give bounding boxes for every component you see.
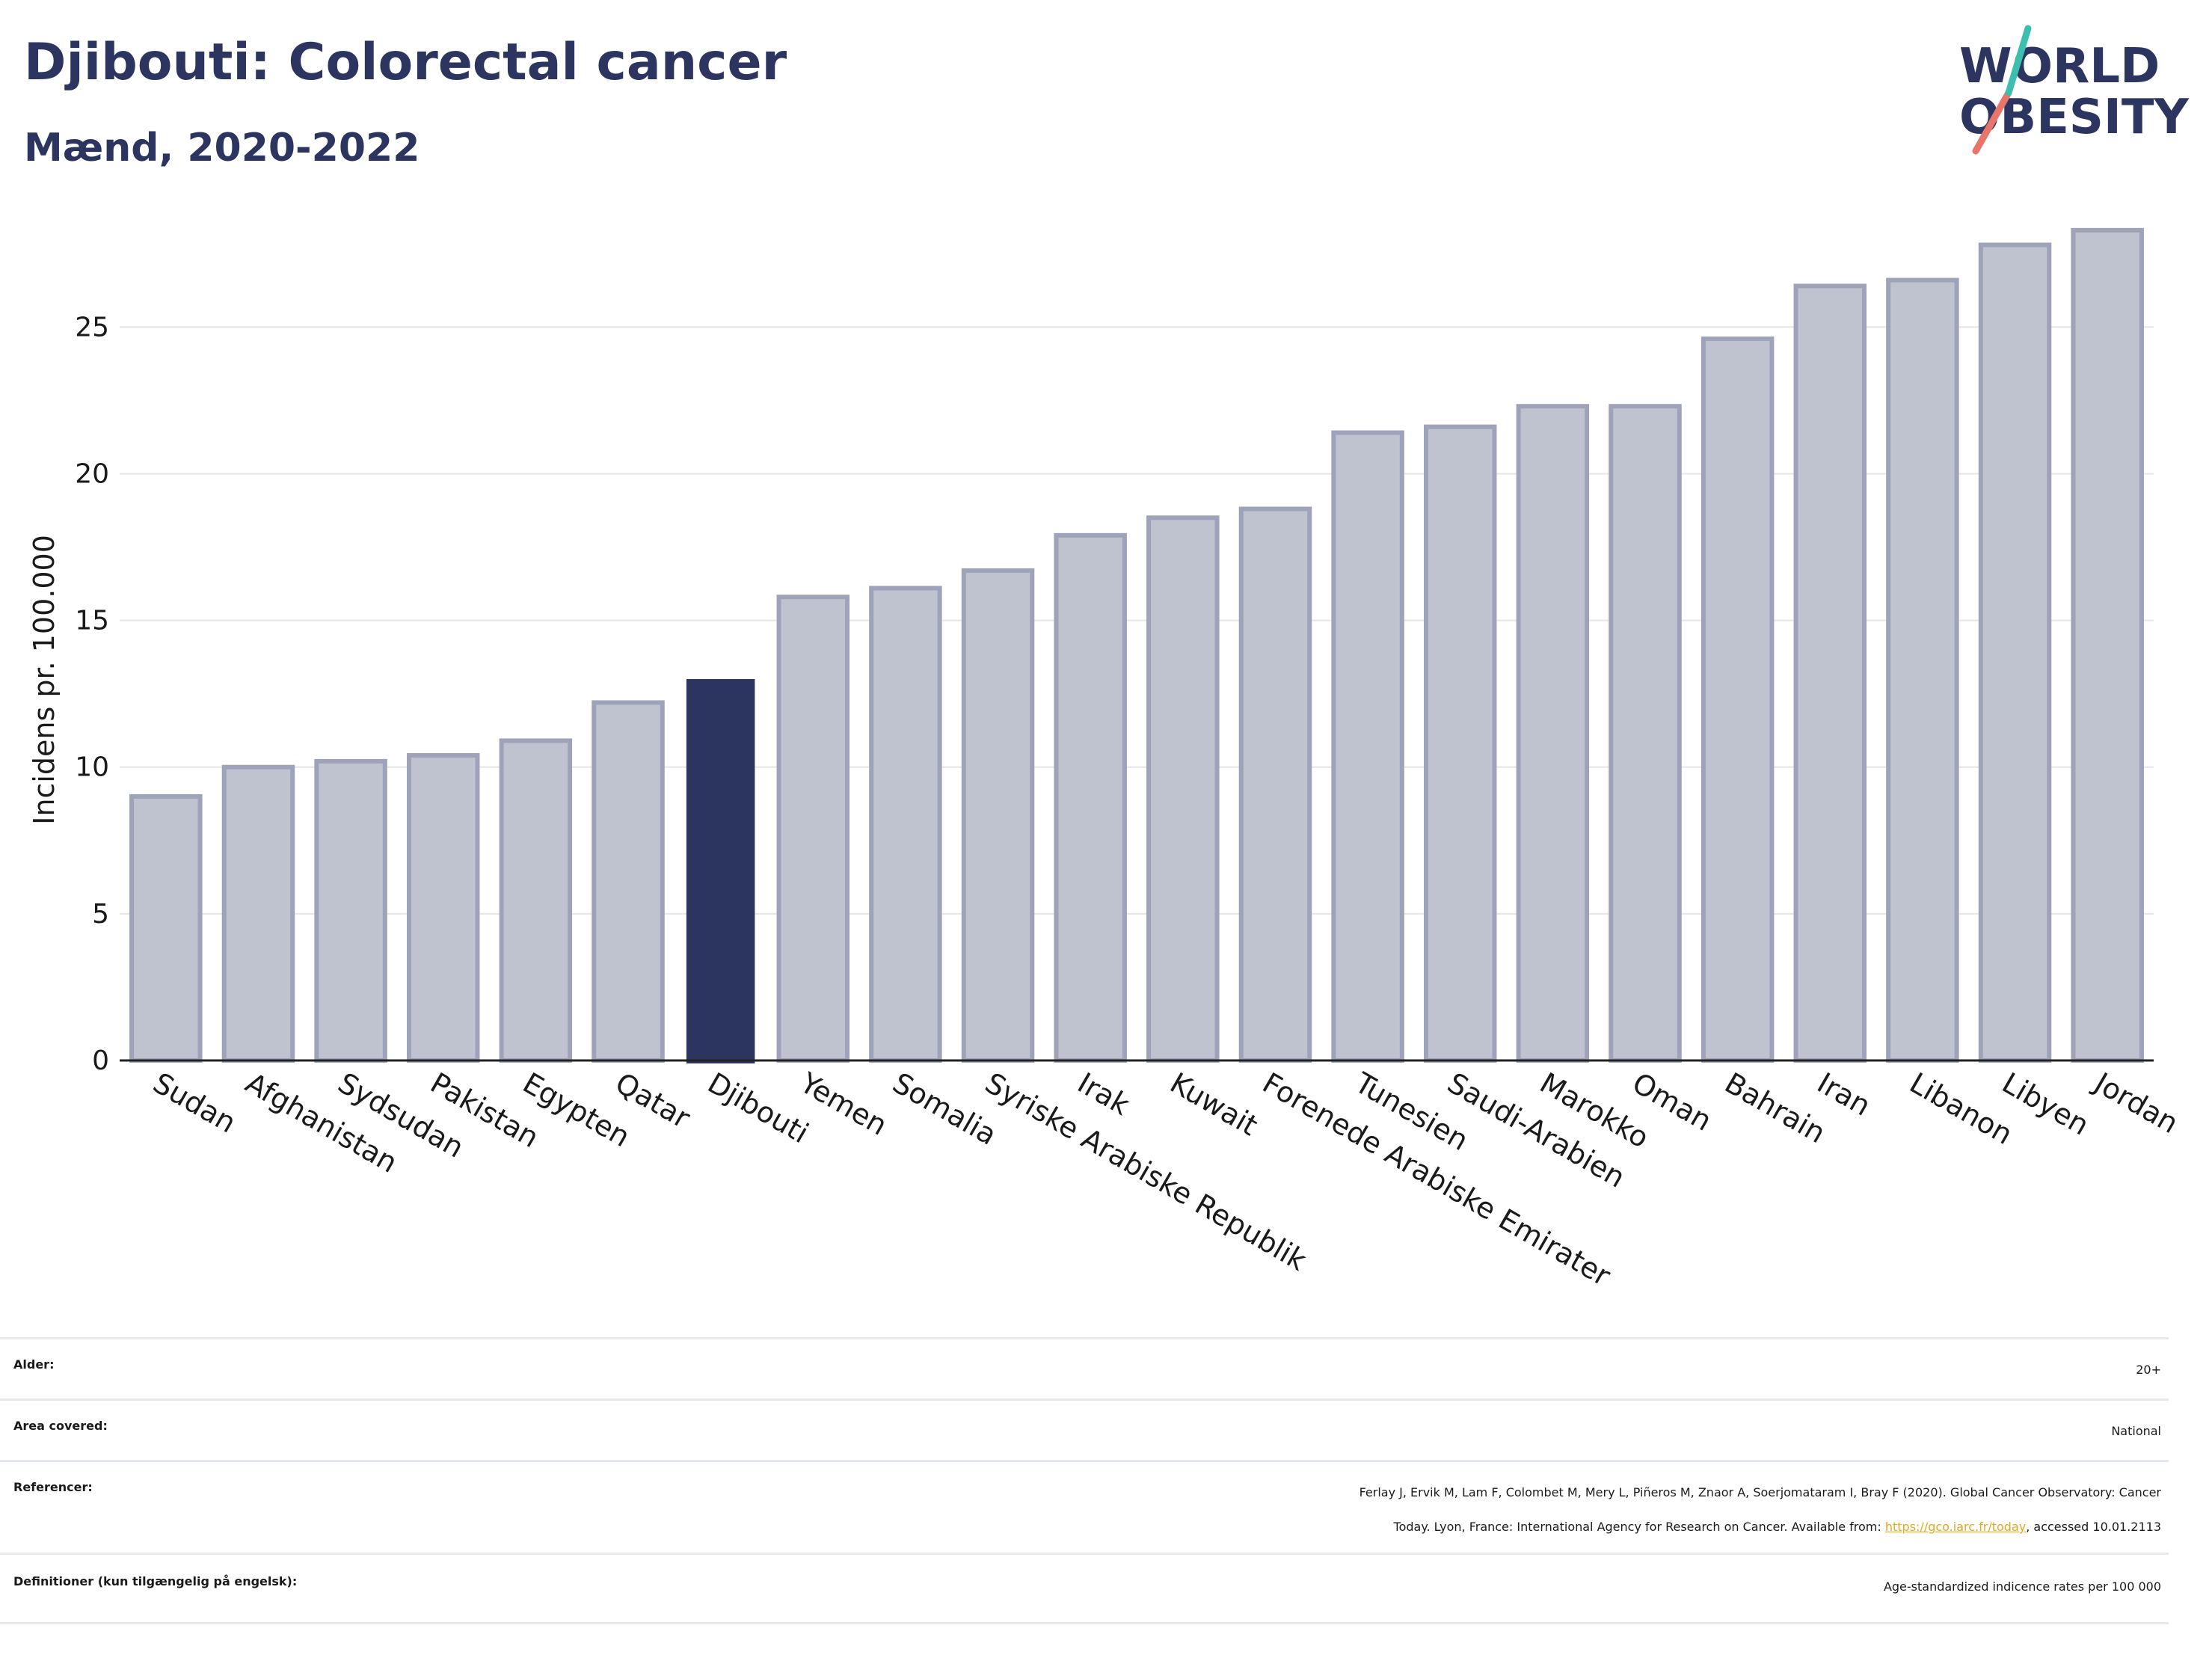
y-tick-label: 10	[75, 752, 109, 783]
bar-pakistan	[406, 753, 480, 1063]
x-tick-label: Irak	[1072, 1066, 1135, 1122]
reference-line2: Today. Lyon, France: International Agenc…	[1360, 1510, 2161, 1544]
y-tick-label: 20	[75, 458, 109, 489]
reference-link[interactable]: https://gco.iarc.fr/today	[1884, 1520, 2027, 1534]
meta-value: Ferlay J, Ervik M, Lam F, Colombet M, Me…	[1360, 1476, 2161, 1544]
y-tick-label: 15	[75, 606, 109, 636]
bar-irak	[1054, 532, 1127, 1063]
meta-label: Alder:	[13, 1357, 55, 1372]
meta-label: Area covered:	[13, 1419, 108, 1433]
x-tick-label: Somalia	[887, 1066, 1002, 1152]
chart-title: Djibouti: Colorectal cancer	[24, 33, 787, 92]
bar-libanon	[1886, 277, 1959, 1063]
logo-line1: WORLD	[1959, 39, 2160, 94]
bar-tunesien	[1331, 430, 1404, 1063]
x-tick-label: Yemen	[794, 1066, 893, 1142]
meta-label: Definitioner (kun tilgængelig på engelsk…	[13, 1574, 298, 1588]
y-tick-label: 0	[92, 1045, 109, 1076]
bar-sydsudan	[314, 758, 387, 1063]
bar-afghanistan	[221, 764, 295, 1063]
reference-text: Today. Lyon, France: International Agenc…	[1393, 1520, 1885, 1534]
meta-value: National	[2111, 1424, 2161, 1438]
reference-line1: Ferlay J, Ervik M, Lam F, Colombet M, Me…	[1359, 1485, 2161, 1499]
bar-sudan	[129, 793, 203, 1063]
bar-egypten	[499, 738, 573, 1063]
chart-subtitle: Mænd, 2020-2022	[24, 126, 420, 171]
bar-jordan	[2071, 227, 2144, 1063]
reference-accessed: , accessed 10.01.2113	[2026, 1520, 2161, 1534]
x-tick-label: Jordan	[2088, 1066, 2184, 1140]
meta-row-area: Area covered: National	[0, 1398, 2169, 1462]
x-tick-label: Kuwait	[1164, 1066, 1263, 1143]
bar-iran	[1793, 283, 1867, 1063]
bar-libyen	[1978, 242, 2052, 1063]
bar-kuwait	[1146, 515, 1220, 1063]
bar-syriske-arabiske-republik	[961, 568, 1035, 1063]
bar-oman	[1609, 404, 1682, 1063]
bar-somalia	[869, 586, 942, 1063]
x-tick-label: Libanon	[1904, 1066, 2018, 1151]
x-tick-label: Djibouti	[702, 1066, 814, 1150]
meta-row-references: Referencer: Ferlay J, Ervik M, Lam F, Co…	[0, 1460, 2169, 1555]
y-tick-label: 5	[92, 899, 109, 930]
bar-yemen	[776, 595, 850, 1063]
x-tick-label: Syriske Arabiske Republik	[980, 1066, 1312, 1277]
bar-bahrain	[1701, 336, 1775, 1063]
bar-saudi-arabien	[1423, 424, 1497, 1063]
x-tick-label: Iran	[1812, 1066, 1876, 1123]
bar-forenede-arabiske-emirater	[1238, 506, 1312, 1063]
meta-row-age: Alder: 20+	[0, 1337, 2169, 1401]
y-tick-label: 25	[75, 312, 109, 343]
meta-value: 20+	[2136, 1363, 2161, 1377]
bar-marokko	[1516, 404, 1590, 1063]
x-tick-label: Bahrain	[1719, 1066, 1831, 1150]
meta-label: Referencer:	[13, 1480, 93, 1494]
bar-djibouti	[686, 679, 755, 1063]
bar-qatar	[592, 700, 665, 1063]
meta-row-definitions: Definitioner (kun tilgængelig på engelsk…	[0, 1553, 2169, 1624]
x-tick-label: Sudan	[147, 1066, 242, 1140]
meta-value: Age-standardized indicence rates per 100…	[1883, 1579, 2161, 1594]
y-axis-label: Incidens pr. 100.000	[28, 535, 61, 825]
world-obesity-logo: WORLD OBESITY	[1959, 25, 2189, 155]
